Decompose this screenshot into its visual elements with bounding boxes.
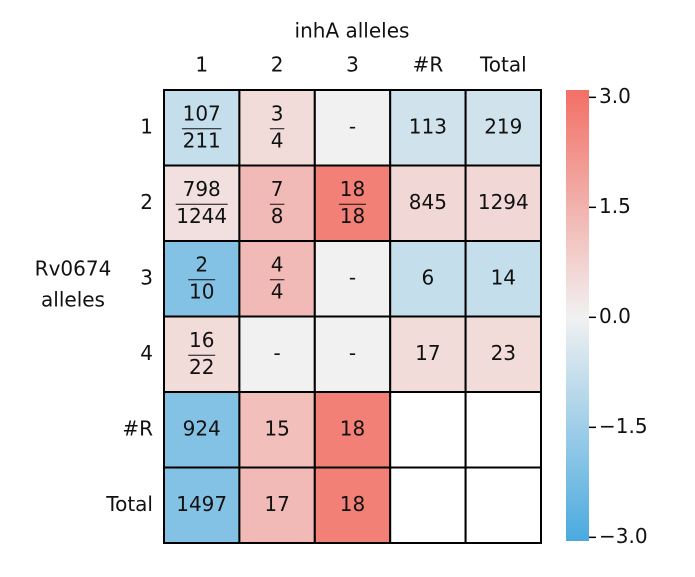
y-tick-label: 1	[140, 114, 153, 138]
heatmap-cell	[238, 466, 316, 544]
heatmap-cell	[389, 466, 467, 544]
heatmap-cell	[389, 315, 467, 393]
cell-label: 219	[484, 114, 522, 138]
cell-label: 924	[183, 416, 221, 440]
heatmap-cell	[464, 89, 543, 167]
y-axis-label: Rv0674	[35, 257, 112, 281]
x-tick-label: 2	[271, 53, 284, 77]
heatmap-cell	[238, 315, 316, 393]
cell-label: 6	[422, 265, 435, 289]
cell-label-denominator: 211	[183, 128, 221, 152]
cell-label-numerator: 107	[183, 101, 221, 125]
chart-title: inhA alleles	[295, 19, 410, 43]
heatmap-cell	[464, 391, 543, 469]
x-tick-label: Total	[479, 53, 527, 77]
cell-label: 17	[264, 492, 289, 516]
cell-label: 18	[340, 416, 365, 440]
heatmap-cell	[163, 315, 241, 393]
heatmap-cell	[313, 466, 392, 544]
heatmap-cell	[313, 89, 392, 167]
cell-label-denominator: 4	[271, 279, 284, 303]
cell-label: 113	[409, 114, 447, 138]
cell-label: 14	[491, 265, 516, 289]
cell-label-numerator: 16	[189, 328, 214, 352]
cell-label: 18	[340, 492, 365, 516]
y-tick-label: #R	[122, 416, 153, 440]
heatmap-cell	[389, 164, 467, 242]
cell-label-denominator: 8	[271, 204, 284, 228]
heatmap-cell	[313, 315, 392, 393]
cell-label-numerator: 7	[271, 177, 284, 201]
cell-label: 15	[264, 416, 289, 440]
heatmap-cell	[313, 391, 392, 469]
cell-label: -	[349, 265, 356, 289]
heatmap-cell	[163, 466, 241, 544]
heatmap-cell	[389, 391, 467, 469]
heatmap-cell	[163, 164, 241, 242]
heatmap-cell	[163, 240, 241, 318]
cell-label: 1497	[176, 492, 227, 516]
x-tick-label: 3	[346, 53, 359, 77]
colorbar	[566, 90, 589, 541]
cell-label-denominator: 22	[189, 355, 214, 379]
y-tick-label: 3	[140, 265, 153, 289]
heatmap-cell	[313, 240, 392, 318]
colorbar-tick-label: −1.5	[599, 414, 648, 438]
heatmap-cell	[163, 89, 241, 167]
heatmap-cell	[238, 89, 316, 167]
y-tick-label: 4	[140, 341, 153, 365]
heatmap-cell	[464, 315, 543, 393]
cell-label: -	[349, 114, 356, 138]
cell-label-denominator: 4	[271, 128, 284, 152]
heatmap-cell	[389, 89, 467, 167]
cell-label-numerator: 2	[195, 252, 208, 276]
y-tick-label: 2	[140, 190, 153, 214]
cell-label: 17	[415, 341, 440, 365]
y-axis-label: alleles	[41, 288, 105, 312]
heatmap-cell	[389, 240, 467, 318]
x-tick-label: 1	[195, 53, 208, 77]
cell-label: -	[273, 341, 280, 365]
colorbar-tick-label: −3.0	[599, 524, 648, 548]
cell-label-numerator: 798	[183, 177, 221, 201]
colorbar-tick-label: 0.0	[599, 304, 631, 328]
cell-label: 845	[409, 190, 447, 214]
cell-label-denominator: 10	[189, 279, 214, 303]
heatmap-cell	[238, 240, 316, 318]
cell-label: 23	[491, 341, 516, 365]
cell-label-numerator: 18	[340, 177, 365, 201]
heatmap-cell	[464, 240, 543, 318]
y-tick-label: Total	[105, 492, 153, 516]
cell-label: 1294	[478, 190, 529, 214]
heatmap-cell	[464, 466, 543, 544]
cell-label-denominator: 1244	[176, 204, 227, 228]
cell-label-denominator: 18	[340, 204, 365, 228]
colorbar-tick-label: 1.5	[599, 194, 631, 218]
x-tick-label: #R	[413, 53, 444, 77]
cell-label-numerator: 3	[271, 101, 284, 125]
cell-label: -	[349, 341, 356, 365]
colorbar-tick-label: 3.0	[599, 84, 631, 108]
cell-label-numerator: 4	[271, 252, 284, 276]
heatmap-cell	[464, 164, 543, 242]
